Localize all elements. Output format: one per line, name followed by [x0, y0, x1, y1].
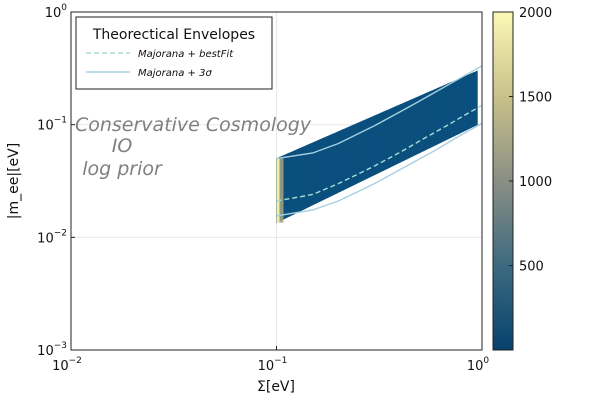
- legend-label-bestfit: Majorana + bestFit: [138, 49, 234, 60]
- density-cell: [440, 85, 445, 144]
- density-cell: [450, 80, 455, 139]
- density-cell: [436, 86, 441, 145]
- legend-title: Theorectical Envelopes: [92, 27, 255, 43]
- density-cell: [363, 118, 368, 181]
- density-cell: [289, 150, 294, 217]
- annotation-conservative-cosmology: Conservative Cosmology: [75, 114, 312, 136]
- density-cell: [309, 142, 314, 207]
- envelope-curve: [276, 65, 482, 160]
- density-cell: [316, 139, 321, 204]
- legend: Theorectical Envelopes Majorana + bestFi…: [75, 16, 273, 90]
- y-tick-label: 100: [45, 3, 68, 21]
- density-cell: [403, 101, 408, 162]
- density-cell: [406, 99, 411, 160]
- density-cell: [349, 124, 354, 188]
- density-cell: [286, 152, 291, 219]
- density-cell: [473, 70, 478, 127]
- density-peak-column: [276, 158, 280, 223]
- density-cell: [446, 82, 451, 140]
- density-cell: [292, 149, 297, 215]
- y-tick-label: 10−1: [37, 116, 67, 134]
- envelope-curve: [276, 122, 482, 217]
- x-tick-label: 10−2: [52, 356, 82, 374]
- y-tick-label: 10−2: [37, 228, 67, 246]
- x-tick-label: 100: [467, 356, 490, 374]
- density-cell: [443, 83, 448, 142]
- density-cell: [426, 90, 431, 150]
- colorbar-tick-label: 1500: [519, 91, 552, 106]
- annotation-log-prior: log prior: [82, 158, 163, 180]
- density-cell: [467, 73, 472, 131]
- density-cell: [313, 140, 317, 206]
- legend-box: [75, 16, 273, 90]
- density-cell: [416, 95, 421, 155]
- density-cell: [420, 93, 425, 153]
- colorbar-tick-label: 500: [519, 260, 544, 275]
- density-cell: [423, 92, 428, 152]
- density-cell: [410, 98, 415, 158]
- legend-label-3sigma: Majorana + 3σ: [138, 68, 212, 79]
- density-cell: [282, 153, 287, 220]
- annotation-io: IO: [112, 135, 133, 157]
- colorbar-tick-label: 1000: [519, 175, 552, 190]
- density-cell: [460, 76, 465, 134]
- density-peak-shoulder: [279, 158, 284, 223]
- envelope-curves: [276, 65, 482, 217]
- density-cell: [457, 77, 461, 135]
- density-cell: [453, 79, 458, 137]
- density-cell: [430, 89, 435, 149]
- y-axis-label: |m_ee|[eV]: [6, 143, 22, 219]
- density-cell: [463, 74, 468, 132]
- colorbar-ticks: 500 1000 1500 2000: [509, 6, 552, 275]
- x-axis-label: Σ[eV]: [257, 379, 295, 395]
- density-cell: [299, 146, 304, 212]
- colorbar-tick-label: 2000: [519, 6, 552, 21]
- density-cell: [433, 87, 438, 147]
- density-cell: [413, 96, 418, 157]
- x-tick-label: 10−1: [258, 356, 288, 374]
- y-tick-label: 10−3: [37, 341, 67, 359]
- density-cell: [356, 121, 361, 184]
- colorbar: 500 1000 1500 2000: [492, 6, 552, 351]
- density-cell: [470, 71, 475, 129]
- density-heatmap: [276, 70, 478, 224]
- envelope-curve: [276, 104, 482, 202]
- density-cell: [296, 147, 301, 214]
